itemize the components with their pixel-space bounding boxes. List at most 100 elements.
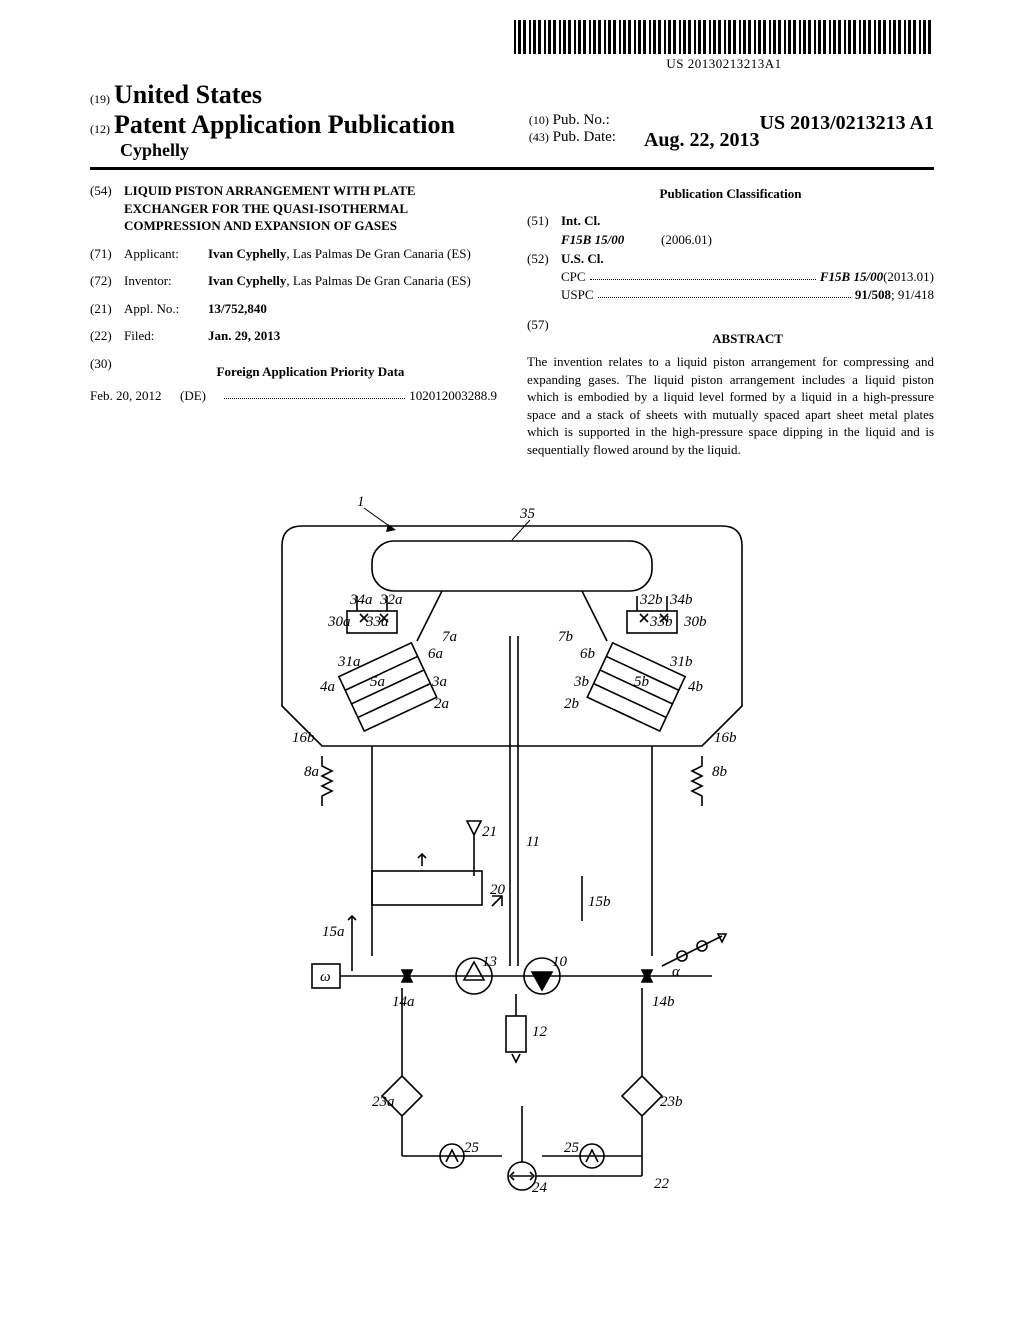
barcode xyxy=(514,20,934,54)
filed-code: (22) xyxy=(90,327,124,345)
cpc-label: CPC xyxy=(561,269,586,285)
country-line: (19) United States xyxy=(90,80,495,110)
svg-text:6a: 6a xyxy=(428,646,443,662)
applicant-loc: , Las Palmas De Gran Canaria (ES) xyxy=(286,246,470,261)
dots-icon xyxy=(590,269,816,280)
uspc-label: USPC xyxy=(561,287,594,303)
barcode-text: US 20130213213A1 xyxy=(514,56,934,72)
svg-text:20: 20 xyxy=(490,882,506,898)
svg-text:25: 25 xyxy=(564,1140,580,1156)
pub-no-code: (10) xyxy=(529,113,549,127)
uspc-extra: ; 91/418 xyxy=(891,287,934,303)
intcl-year: (2006.01) xyxy=(661,232,712,248)
svg-text:6b: 6b xyxy=(580,646,596,662)
svg-text:24: 24 xyxy=(532,1180,548,1196)
priority-country: (DE) xyxy=(180,388,220,404)
inventor-loc: , Las Palmas De Gran Canaria (ES) xyxy=(286,273,470,288)
classification-head: Publication Classification xyxy=(527,186,934,202)
foreign-code: (30) xyxy=(90,355,124,387)
applicant-code: (71) xyxy=(90,245,124,263)
svg-text:8a: 8a xyxy=(304,764,319,780)
invention-title: LIQUID PISTON ARRANGEMENT WITH PLATE EXC… xyxy=(124,182,497,235)
left-column: (54) LIQUID PISTON ARRANGEMENT WITH PLAT… xyxy=(90,182,497,458)
svg-text:23b: 23b xyxy=(660,1094,683,1110)
svg-text:13: 13 xyxy=(482,954,497,970)
inventor-name: Ivan Cyphelly xyxy=(208,273,286,288)
intcl-class: F15B 15/00 xyxy=(561,232,661,248)
svg-text:1: 1 xyxy=(357,494,365,510)
svg-text:2b: 2b xyxy=(564,696,580,712)
svg-text:11: 11 xyxy=(526,834,540,850)
svg-text:33b: 33b xyxy=(649,614,673,630)
pub-date-label: Pub. Date: xyxy=(553,129,616,145)
applicant-row: (71) Applicant: Ivan Cyphelly, Las Palma… xyxy=(90,245,497,263)
svg-text:12: 12 xyxy=(532,1024,548,1040)
svg-text:8b: 8b xyxy=(712,764,728,780)
patent-page: US 20130213213A1 (19) United States (12)… xyxy=(0,0,1024,1320)
svg-text:15a: 15a xyxy=(322,924,345,940)
svg-text:2a: 2a xyxy=(434,696,449,712)
header-right: (10) Pub. No.: US 2013/0213213 A1 (43) P… xyxy=(529,112,934,152)
foreign-head: Foreign Application Priority Data xyxy=(124,363,497,381)
country-code: (19) xyxy=(90,92,110,106)
filed-row: (22) Filed: Jan. 29, 2013 xyxy=(90,327,497,345)
svg-text:5a: 5a xyxy=(370,674,385,690)
body-columns: (54) LIQUID PISTON ARRANGEMENT WITH PLAT… xyxy=(90,182,934,458)
header-left: (19) United States (12) Patent Applicati… xyxy=(90,80,495,161)
svg-text:34a: 34a xyxy=(349,592,373,608)
svg-text:15b: 15b xyxy=(588,894,611,910)
intcl-row: (51) Int. Cl. xyxy=(527,212,934,230)
priority-row: Feb. 20, 2012 (DE) 102012003288.9 xyxy=(90,388,497,404)
svg-text:4a: 4a xyxy=(320,679,335,695)
svg-text:31a: 31a xyxy=(337,654,361,670)
kind-code: (12) xyxy=(90,122,110,136)
svg-text:21: 21 xyxy=(482,824,497,840)
title-code: (54) xyxy=(90,182,124,235)
abstract-body: The invention relates to a liquid piston… xyxy=(527,353,934,458)
cpc-row: CPC F15B 15/00 (2013.01) xyxy=(527,269,934,285)
uspc-row: USPC 91/508; 91/418 xyxy=(527,287,934,303)
svg-text:32b: 32b xyxy=(639,592,663,608)
intcl-label: Int. Cl. xyxy=(561,212,934,230)
abstract-head: ABSTRACT xyxy=(561,331,934,347)
intcl-value-row: F15B 15/00 (2006.01) xyxy=(527,232,934,248)
cpc-year: (2013.01) xyxy=(883,269,934,285)
applicant-label: Applicant: xyxy=(124,245,208,263)
foreign-row: (30) Foreign Application Priority Data xyxy=(90,355,497,387)
svg-text:4b: 4b xyxy=(688,679,704,695)
svg-text:35: 35 xyxy=(519,506,536,522)
uscl-label: U.S. Cl. xyxy=(561,250,934,268)
applicant-name: Ivan Cyphelly xyxy=(208,246,286,261)
uscl-row: (52) U.S. Cl. xyxy=(527,250,934,268)
uspc-val: 91/508 xyxy=(855,287,891,303)
inventor-code: (72) xyxy=(90,272,124,290)
appl-row: (21) Appl. No.: 13/752,840 xyxy=(90,300,497,318)
svg-text:34b: 34b xyxy=(669,592,693,608)
header: (19) United States (12) Patent Applicati… xyxy=(90,80,934,161)
figure: 1 35 34a32a 30a33a 7a7b 32b34b 33b30b 31… xyxy=(90,476,934,1221)
appl-code: (21) xyxy=(90,300,124,318)
svg-text:23a: 23a xyxy=(372,1094,395,1110)
priority-no: 102012003288.9 xyxy=(409,388,497,404)
svg-text:30a: 30a xyxy=(327,614,351,630)
svg-text:25: 25 xyxy=(464,1140,480,1156)
svg-text:7b: 7b xyxy=(558,629,574,645)
filed-label: Filed: xyxy=(124,327,208,345)
pub-no-line: (10) Pub. No.: US 2013/0213213 A1 xyxy=(529,112,934,129)
svg-text:3b: 3b xyxy=(573,674,590,690)
barcode-block: US 20130213213A1 xyxy=(514,20,934,72)
intcl-code: (51) xyxy=(527,212,561,230)
dots-icon xyxy=(224,388,405,399)
pub-date-code: (43) xyxy=(529,130,549,144)
svg-text:14b: 14b xyxy=(652,994,675,1010)
svg-text:16b: 16b xyxy=(714,730,737,746)
svg-text:31b: 31b xyxy=(669,654,693,670)
uscl-code: (52) xyxy=(527,250,561,268)
svg-text:3a: 3a xyxy=(431,674,447,690)
right-column: Publication Classification (51) Int. Cl.… xyxy=(527,182,934,458)
svg-text:10: 10 xyxy=(552,954,568,970)
appl-no: 13/752,840 xyxy=(208,300,497,318)
svg-text:ω: ω xyxy=(320,969,331,985)
filed-date: Jan. 29, 2013 xyxy=(208,327,497,345)
svg-text:30b: 30b xyxy=(683,614,707,630)
